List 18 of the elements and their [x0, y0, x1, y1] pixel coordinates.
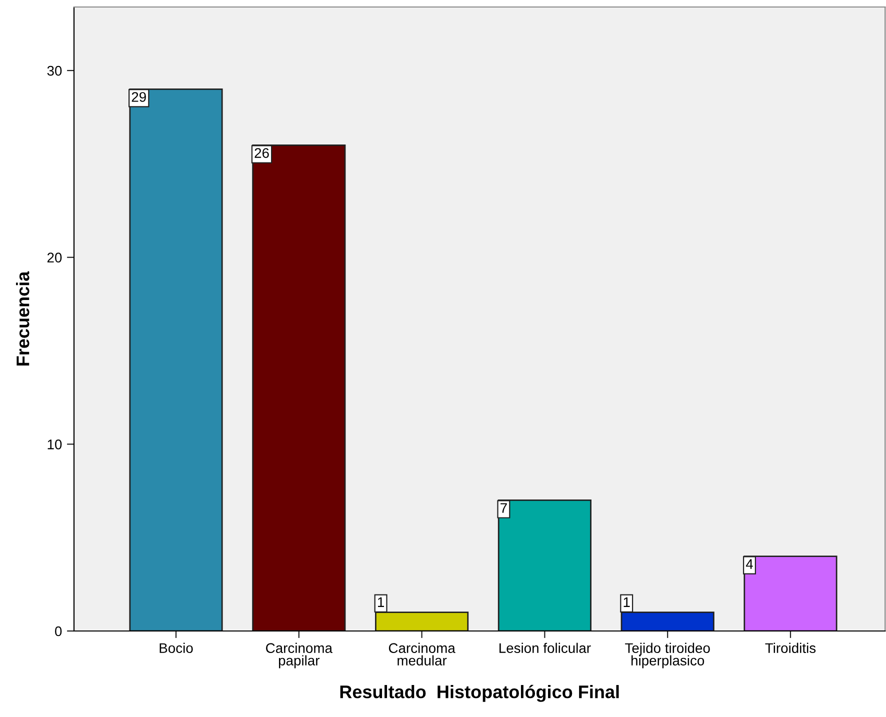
y-tick-label: 30	[47, 66, 62, 76]
data-label: 26	[254, 148, 269, 158]
data-label: 7	[500, 503, 507, 513]
x-tick-label: Tejido tiroideo hiperplasico	[625, 642, 710, 668]
x-tick-label: Carcinoma papilar	[266, 642, 332, 668]
y-tick-label: 20	[47, 252, 62, 263]
data-label: 1	[378, 597, 384, 607]
data-label: 29	[132, 92, 146, 102]
y-tick-label: 0	[55, 626, 62, 636]
y-tick-label: 10	[48, 440, 62, 450]
x-axis-title: Resultado Histopatológico Final	[340, 684, 619, 702]
x-tick-label: Lesion folicular	[500, 642, 591, 654]
x-tick-label: Tiroiditis	[765, 642, 816, 654]
x-tick-label: Carcinoma medular	[388, 642, 456, 666]
data-label: 4	[746, 559, 753, 569]
y-axis-title: Frecuencia	[16, 271, 30, 366]
data-label: 1	[624, 597, 630, 607]
x-tick-label: Bocio	[160, 642, 193, 654]
